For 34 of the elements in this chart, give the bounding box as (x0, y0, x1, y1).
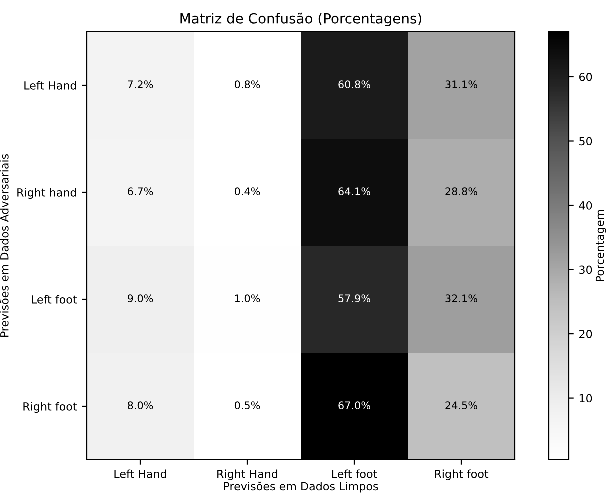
y-tick-label: Right hand (18, 188, 76, 200)
data-label: 57.9% (338, 294, 370, 303)
color-bar-label: 20 (580, 330, 592, 338)
x-tick-label: Right Hand (218, 470, 278, 480)
color-bar-label: 30 (580, 266, 592, 274)
y-tick-label: Left foot (32, 295, 78, 304)
x-tick-label: Left Hand (114, 470, 166, 478)
data-label: 28.8% (446, 188, 478, 196)
x-tick-label: Right foot (435, 470, 489, 480)
data-label: 31.1% (446, 80, 478, 89)
y-axis-title: Previsões em Dados Adversariais (0, 154, 9, 337)
data-label: 67.0% (338, 402, 370, 410)
color-bar-label: 10 (580, 394, 592, 403)
data-label: 7.2% (128, 80, 154, 89)
chart-title: Matriz de Confusão (Porcentagens) (180, 12, 422, 27)
data-label: 6.7% (128, 188, 154, 196)
data-label: 60.8% (338, 80, 370, 89)
y-tick-label: Right foot (24, 402, 78, 414)
data-label: 0.4% (234, 188, 260, 196)
color-bar-label: 40 (579, 201, 592, 210)
x-tick-label: Left foot (332, 470, 378, 478)
y-tick-label: Left Hand (24, 81, 76, 90)
data-label: 9.0% (128, 294, 154, 303)
data-label: 32.1% (446, 294, 478, 303)
data-label: 24.5% (446, 402, 478, 410)
color-bar-label: 60 (580, 72, 592, 82)
data-label: 0.8% (234, 80, 260, 89)
color-bar-label: 50 (580, 137, 592, 146)
data-label: 1.0% (235, 294, 260, 303)
x-axis-title: Previsões em Dados Limpos (224, 482, 378, 493)
data-label: 64.1% (338, 188, 370, 196)
color-bar-title: Porcentagem (596, 210, 606, 282)
data-label: 8.0% (128, 402, 154, 410)
data-label: 0.5% (234, 402, 260, 410)
